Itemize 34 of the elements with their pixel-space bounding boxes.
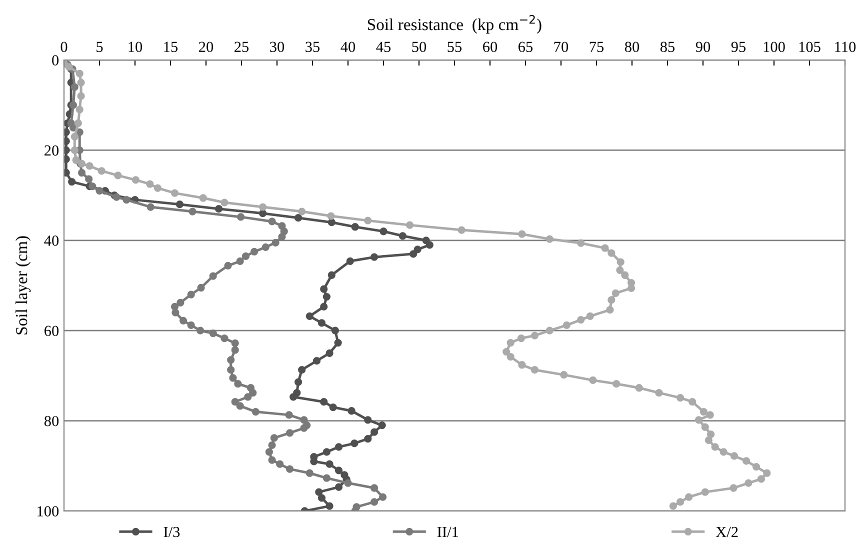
x-tick-label: 110 bbox=[835, 42, 856, 52]
x-tick-label: 100 bbox=[764, 42, 785, 52]
legend-label: I/3 bbox=[164, 526, 180, 538]
x-tick-label: 105 bbox=[799, 42, 820, 52]
x-tick-label: 80 bbox=[624, 42, 640, 52]
legend-label: II/1 bbox=[437, 526, 458, 538]
x-tick-label: 60 bbox=[483, 42, 498, 52]
x-tick-label: 65 bbox=[518, 42, 533, 52]
y-tick-label: 60 bbox=[44, 326, 59, 336]
y-tick-label: 80 bbox=[44, 416, 59, 426]
y-tick-label: 40 bbox=[44, 236, 59, 246]
x-tick-label: 70 bbox=[554, 42, 568, 52]
x-tick-label: 45 bbox=[376, 42, 391, 52]
x-axis-title: Soil resistance (kp cm$^{−2}$) bbox=[368, 15, 542, 34]
x-tick-label: 20 bbox=[199, 42, 214, 52]
x-tick-label: 40 bbox=[340, 42, 356, 52]
x-tick-label: 0 bbox=[60, 42, 68, 52]
x-tick-label: 95 bbox=[731, 42, 746, 52]
x-tick-label: 5 bbox=[96, 42, 103, 52]
x-tick-label: 15 bbox=[164, 42, 178, 52]
x-tick-label: 35 bbox=[306, 42, 320, 52]
y-tick-label: 100 bbox=[38, 506, 59, 516]
x-tick-label: 30 bbox=[270, 42, 284, 52]
x-tick-label: 10 bbox=[128, 42, 142, 52]
x-tick-label: 55 bbox=[448, 42, 462, 52]
legend-label: X/2 bbox=[716, 526, 738, 538]
y-tick-label: 20 bbox=[44, 145, 59, 156]
x-tick-label: 25 bbox=[234, 42, 249, 52]
x-tick-label: 85 bbox=[660, 42, 675, 52]
y-tick-label: 0 bbox=[52, 55, 59, 66]
x-tick-label: 50 bbox=[412, 42, 426, 52]
x-tick-label: 90 bbox=[696, 42, 710, 52]
y-axis-title: Soil layer (cm) bbox=[16, 236, 31, 334]
x-tick-label: 75 bbox=[590, 42, 604, 52]
